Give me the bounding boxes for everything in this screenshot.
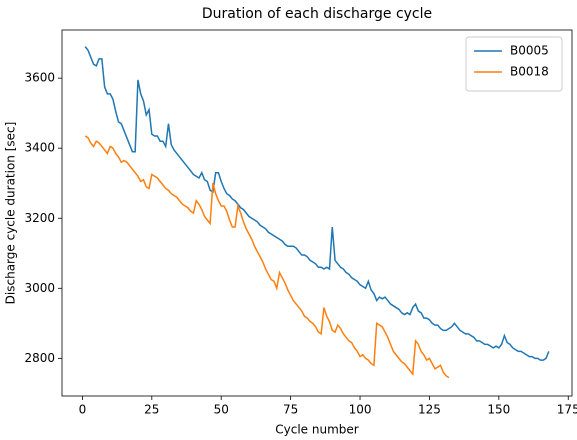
x-tick-label: 0: [79, 403, 87, 417]
data-line: [84, 46, 550, 361]
y-axis-label: Discharge cycle duration [sec]: [4, 122, 18, 305]
x-tick-label: 75: [283, 403, 298, 417]
y-tick-label: 2800: [24, 351, 55, 365]
y-tick-label: 3400: [24, 141, 55, 155]
x-tick-label: 50: [214, 403, 229, 417]
x-tick-label: 100: [349, 403, 372, 417]
x-tick-label: 125: [418, 403, 441, 417]
y-tick-label: 3000: [24, 281, 55, 295]
legend-label: B0018: [510, 65, 549, 79]
y-tick-label: 3600: [24, 71, 55, 85]
x-tick-label: 25: [144, 403, 159, 417]
data-line: [84, 135, 450, 379]
y-tick-label: 3200: [24, 211, 55, 225]
legend-label: B0005: [510, 44, 549, 58]
plot-frame: [61, 29, 573, 397]
x-tick-label: 150: [487, 403, 510, 417]
x-tick-label: 175: [557, 403, 577, 417]
x-axis-label: Cycle number: [275, 423, 359, 437]
chart-title: Duration of each discharge cycle: [202, 6, 432, 22]
